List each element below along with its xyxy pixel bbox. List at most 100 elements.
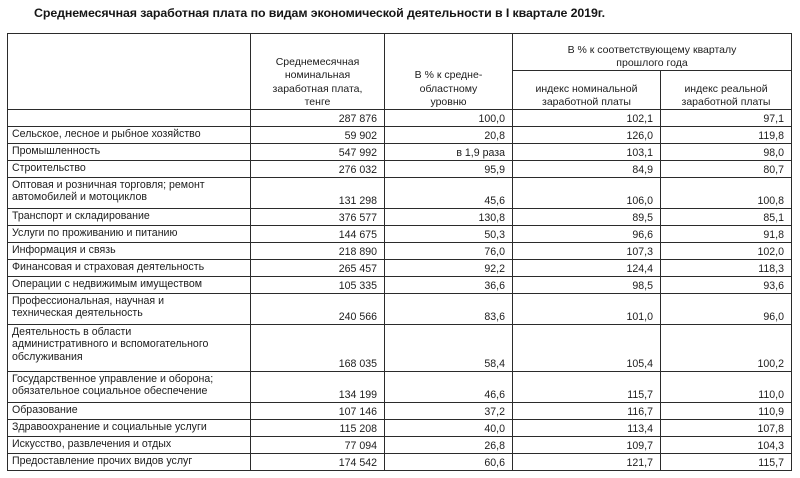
cell-real-index: 118,3 [659, 259, 793, 277]
cell-percent-of-region: 50,3 [384, 225, 513, 243]
cell-text-line: Здравоохранение и социальные услуги [12, 421, 207, 433]
cell-text-line: автомобилей и мотоциклов [12, 191, 147, 204]
cell-nominal-index: 89,5 [512, 208, 661, 226]
header-line: прошлого года [616, 57, 688, 70]
cell-nominal-wage: 287 876 [250, 109, 385, 127]
cell-text-line: Операции с недвижимым имуществом [12, 278, 203, 290]
cell-activity-name: Государственное управление и оборона; обя… [7, 371, 251, 403]
cell-nominal-wage: 134 199 [250, 371, 385, 403]
header-line: индекс реальной [684, 82, 768, 95]
cell-text-line: Информация и связь [12, 244, 116, 256]
cell-nominal-index: 98,5 [512, 276, 661, 294]
cell-nominal-wage: 376 577 [250, 208, 385, 226]
cell-text-line: Образование [12, 404, 78, 416]
cell-real-index: 104,3 [659, 436, 793, 454]
table-row: Строительство 276 032 95,9 84,9 80,7 [7, 160, 793, 178]
header-line: В % к средне- [414, 69, 483, 82]
table-header: Среднемесячная номинальная заработная пл… [7, 32, 793, 110]
cell-activity-name: Сельское, лесное и рыбное хозяйство [7, 126, 251, 144]
cell-nominal-wage: 547 992 [250, 143, 385, 161]
cell-text-line: техническая деятельность [12, 307, 143, 320]
cell-activity-name: Деятельность в области административного … [7, 324, 251, 372]
cell-nominal-index: 101,0 [512, 293, 661, 325]
cell-real-index: 102,0 [659, 242, 793, 260]
cell-activity-name: Финансовая и страховая деятельность [7, 259, 251, 277]
cell-real-index: 115,7 [659, 453, 793, 471]
cell-real-index: 96,0 [659, 293, 793, 325]
header-line: уровню [430, 95, 467, 108]
header-line: областному [419, 82, 478, 95]
cell-percent-of-region: 95,9 [384, 160, 513, 178]
cell-activity-name [7, 109, 251, 127]
cell-nominal-wage: 77 094 [250, 436, 385, 454]
cell-nominal-wage: 115 208 [250, 419, 385, 437]
cell-activity-name: Профессиональная, научная и техническая д… [7, 293, 251, 325]
cell-percent-of-region: 46,6 [384, 371, 513, 403]
cell-percent-of-region: 58,4 [384, 324, 513, 372]
cell-activity-name: Операции с недвижимым имуществом [7, 276, 251, 294]
cell-nominal-wage: 276 032 [250, 160, 385, 178]
cell-activity-name: Информация и связь [7, 242, 251, 260]
table-row: Транспорт и складирование 376 577 130,8 89,… [7, 208, 793, 226]
table-row: Профессиональная, научная и техническая д… [7, 293, 793, 325]
cell-nominal-index: 105,4 [512, 324, 661, 372]
cell-text-line: Государственное управление и оборона; [12, 373, 214, 385]
wage-table-container: Среднемесячная номинальная заработная пл… [7, 32, 793, 471]
cell-percent-of-region: 20,8 [384, 126, 513, 144]
cell-nominal-index: 106,0 [512, 177, 661, 209]
cell-real-index: 119,8 [659, 126, 793, 144]
cell-text-line: Промышленность [12, 145, 101, 157]
cell-real-index: 107,8 [659, 419, 793, 437]
header-percent-of-region: В % к средне- областному уровню [384, 33, 513, 110]
wage-table: Среднемесячная номинальная заработная пл… [7, 32, 793, 471]
cell-percent-of-region: 76,0 [384, 242, 513, 260]
cell-text-line: Предоставление прочих видов услуг [12, 455, 193, 467]
cell-nominal-index: 107,3 [512, 242, 661, 260]
table-row: Оптовая и розничная торговля; ремонт авто… [7, 177, 793, 209]
cell-nominal-wage: 107 146 [250, 402, 385, 420]
header-real-wage-index: индекс реальной заработной платы [659, 70, 793, 110]
cell-percent-of-region: 36,6 [384, 276, 513, 294]
cell-nominal-index: 121,7 [512, 453, 661, 471]
table-row: Финансовая и страховая деятельность 265 4… [7, 259, 793, 277]
header-line: заработной платы [542, 95, 631, 108]
header-row-top: Среднемесячная номинальная заработная пл… [7, 32, 793, 110]
cell-nominal-wage: 218 890 [250, 242, 385, 260]
cell-percent-of-region: 92,2 [384, 259, 513, 277]
header-nominal-wage: Среднемесячная номинальная заработная пл… [250, 33, 385, 110]
cell-text-line: Профессиональная, научная и [12, 295, 164, 307]
cell-real-index: 98,0 [659, 143, 793, 161]
cell-nominal-wage: 240 566 [250, 293, 385, 325]
cell-real-index: 100,2 [659, 324, 793, 372]
cell-text-line: Транспорт и складирование [12, 210, 150, 222]
table-body: 287 876 100,0 102,1 97,1 Сельское, лесное и … [7, 109, 793, 471]
page-title: Среднемесячная заработная плата по видам… [34, 6, 605, 20]
cell-percent-of-region: 45,6 [384, 177, 513, 209]
cell-nominal-index: 84,9 [512, 160, 661, 178]
cell-activity-name: Предоставление прочих видов услуг [7, 453, 251, 471]
cell-activity-name: Оптовая и розничная торговля; ремонт авто… [7, 177, 251, 209]
cell-activity-name: Транспорт и складирование [7, 208, 251, 226]
cell-text-line: Искусство, развлечения и отдых [12, 438, 172, 450]
table-row: 287 876 100,0 102,1 97,1 [7, 109, 793, 127]
cell-nominal-index: 124,4 [512, 259, 661, 277]
header-row-sub: индекс номинальной заработной платы инде… [8, 70, 793, 110]
cell-real-index: 97,1 [659, 109, 793, 127]
cell-activity-name: Искусство, развлечения и отдых [7, 436, 251, 454]
cell-nominal-wage: 144 675 [250, 225, 385, 243]
table-row: Искусство, развлечения и отдых 77 094 26,8… [7, 436, 793, 454]
table-row: Информация и связь 218 890 76,0 107,3 102,0 [7, 242, 793, 260]
cell-text-line: Строительство [12, 162, 86, 174]
header-line: Среднемесячная [275, 56, 360, 69]
cell-text-line: Оптовая и розничная торговля; ремонт [12, 179, 205, 191]
cell-text-line: Финансовая и страховая деятельность [12, 261, 205, 273]
cell-percent-of-region: 130,8 [384, 208, 513, 226]
cell-activity-name: Промышленность [7, 143, 251, 161]
table-row: Услуги по проживанию и питанию 144 675 50,… [7, 225, 793, 243]
cell-nominal-wage: 105 335 [250, 276, 385, 294]
cell-nominal-index: 96,6 [512, 225, 661, 243]
header-line: тенге [304, 95, 331, 108]
cell-text-line: обязательное социальное обеспечение [12, 385, 208, 398]
cell-percent-of-region: 37,2 [384, 402, 513, 420]
